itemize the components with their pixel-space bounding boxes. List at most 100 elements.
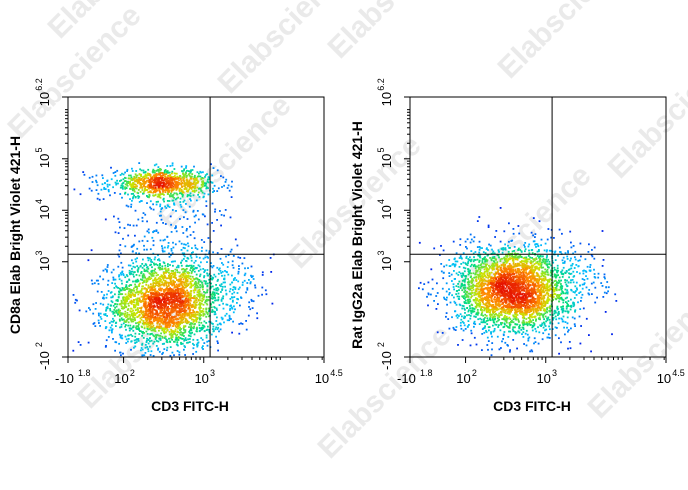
event-dot [148,190,151,193]
event-dot [566,326,568,329]
event-dot [123,296,126,299]
event-dot [110,300,113,302]
event-dot [148,308,150,311]
event-dot [161,265,164,268]
event-dot [177,300,179,303]
event-dot [149,345,151,348]
event-dot [180,321,183,324]
event-dot [182,338,184,340]
event-dot [159,174,162,176]
event-dot [205,302,208,305]
event-dot [173,172,176,175]
event-dot [129,180,131,183]
event-dot [155,274,158,277]
event-dot [130,206,132,208]
event-dot [161,247,164,250]
event-dot [158,171,160,174]
event-dot [162,250,164,253]
event-dot [160,332,162,335]
event-dot [151,236,154,239]
event-dot [469,265,472,268]
event-dot [105,326,107,328]
event-dot [503,322,506,325]
event-dot [103,294,106,296]
event-dot [188,309,191,312]
event-dot [254,286,257,289]
event-dot [133,301,136,304]
event-dot [234,277,236,279]
event-dot [192,186,194,189]
event-dot [150,293,153,295]
event-dot [142,285,144,288]
event-dot [182,191,185,194]
event-dot [224,289,227,292]
event-dot [487,224,490,227]
event-dot [206,289,209,291]
event-dot [159,309,162,312]
event-dot [517,247,520,250]
event-dot [493,328,496,330]
event-dot [149,311,152,314]
event-dot [155,163,158,166]
event-dot [120,307,123,310]
event-dot [155,175,158,178]
event-dot [529,256,532,259]
event-dot [566,302,568,305]
event-dot [190,278,192,280]
event-dot [161,319,164,321]
event-dot [194,177,197,180]
event-dot [168,340,171,343]
event-dot [107,290,110,292]
event-dot [184,304,187,306]
event-dot [140,312,143,315]
event-dot [185,339,188,341]
event-dot [136,247,139,250]
event-dot [545,263,548,266]
event-dot [554,315,557,318]
event-dot [143,303,146,305]
event-dot [197,289,200,292]
event-dot [572,281,575,284]
event-dot [193,320,196,322]
event-dot [182,309,185,312]
event-dot [517,249,519,251]
event-dot [540,244,542,247]
event-dot [220,214,223,216]
event-dot [215,335,217,338]
event-dot [213,313,216,316]
event-dot [181,276,184,279]
event-dot [453,270,455,272]
event-dot [189,328,192,330]
event-dot [565,283,568,286]
event-dot [192,311,194,314]
event-dot [206,312,208,314]
event-dot [169,312,171,314]
event-dot [448,288,450,291]
event-dot [99,316,102,318]
event-dot [179,313,182,316]
event-dot [470,258,473,261]
event-dot [202,183,204,186]
event-dot [140,316,143,319]
event-dot [560,285,563,287]
event-dot [226,187,229,189]
event-dot [554,334,557,337]
event-dot [456,313,459,316]
event-dot [557,311,560,313]
event-dot [97,312,100,315]
event-dot [185,301,187,304]
event-dot [121,266,124,269]
event-dot [452,286,455,288]
event-dot [492,319,495,322]
event-dot [135,322,137,325]
event-dot [218,304,221,306]
event-dot [102,303,105,306]
event-dot [123,302,126,305]
event-dot [589,264,592,266]
event-dot [166,281,169,284]
event-dot [473,256,475,258]
event-dot [171,316,173,319]
event-dot [99,302,102,305]
event-dot [200,311,203,314]
event-dot [137,326,140,328]
